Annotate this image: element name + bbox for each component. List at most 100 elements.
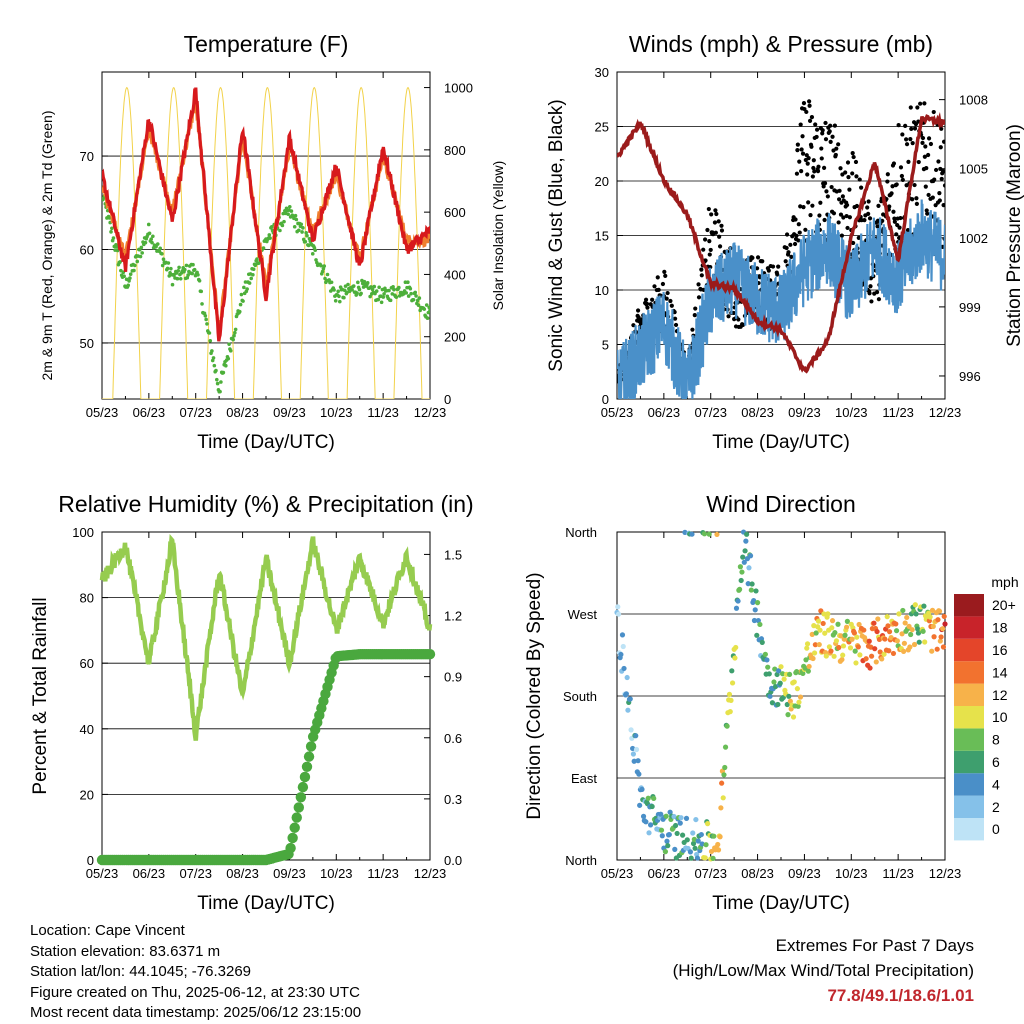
direction-point	[623, 691, 629, 697]
dewpoint-point	[428, 308, 430, 313]
direction-point	[915, 626, 921, 632]
direction-point	[677, 820, 683, 826]
direction-point	[722, 744, 729, 750]
dewpoint-point	[170, 282, 175, 287]
dewpoint-point	[147, 231, 152, 236]
gust-point	[898, 215, 903, 221]
direction-point	[820, 620, 826, 627]
dewpoint-point	[294, 217, 299, 222]
gust-point	[719, 223, 724, 228]
direction-point	[715, 841, 721, 848]
direction-point	[822, 630, 828, 636]
dewpoint-point	[184, 263, 189, 268]
gust-point	[916, 159, 921, 165]
gust-point	[844, 202, 850, 208]
dewpoint-point	[242, 285, 246, 290]
gust-point	[898, 165, 904, 170]
dewpoint-point	[186, 273, 190, 277]
dewpoint-point	[336, 289, 340, 294]
direction-point	[936, 608, 943, 614]
direction-point	[698, 831, 704, 838]
precip-point	[287, 832, 298, 844]
direction-point	[778, 664, 784, 670]
dewpoint-point	[374, 289, 379, 293]
dewpoint-point	[161, 257, 166, 262]
gust-point	[655, 275, 660, 280]
direction-point	[701, 531, 708, 537]
colorbar-label: 10	[992, 709, 1008, 725]
gust-point	[830, 134, 835, 139]
colorbar-swatch	[954, 661, 984, 684]
direction-point	[694, 855, 701, 861]
gust-point	[931, 109, 936, 115]
direction-point	[752, 607, 758, 613]
gust-point	[836, 142, 841, 147]
direction-point	[779, 671, 786, 677]
direction-point	[754, 600, 761, 606]
gust-point	[926, 152, 931, 158]
dewpoint-point	[267, 233, 272, 237]
direction-point	[659, 833, 665, 839]
dewpoint-point	[369, 285, 373, 289]
dewpoint-point	[107, 216, 112, 220]
direction-point	[911, 641, 918, 648]
solar-insolation-line	[102, 86, 430, 399]
wind-ytick-label: 15	[595, 229, 609, 244]
direction-point	[844, 618, 850, 624]
direction-point	[844, 624, 850, 630]
gust-point	[803, 227, 808, 232]
dir-ylabel-left: Direction (Colored By Speed)	[524, 572, 545, 819]
hum-xtick-label: 08/23	[226, 866, 259, 881]
dewpoint-point	[231, 337, 235, 342]
gust-point	[807, 99, 812, 104]
gust-point	[853, 159, 859, 165]
direction-point	[927, 614, 933, 620]
colorbar-label: 20+	[992, 597, 1016, 613]
direction-point	[777, 680, 783, 686]
gust-point	[885, 172, 890, 177]
dewpoint-point	[238, 302, 243, 307]
gust-point	[663, 273, 668, 278]
colorbar-label: 0	[992, 821, 1000, 837]
gust-point	[892, 216, 897, 221]
dewpoint-point	[417, 296, 422, 300]
direction-point	[920, 628, 926, 634]
station-pressure-line	[617, 112, 945, 374]
dewpoint-point	[218, 389, 222, 394]
dewpoint-point	[414, 294, 418, 298]
gust-point	[809, 144, 814, 149]
direction-point	[663, 813, 669, 819]
gust-point	[832, 123, 837, 128]
temp-xtick-label: 06/23	[133, 405, 166, 420]
dewpoint-point	[427, 305, 430, 310]
direction-point	[708, 848, 715, 855]
gust-point	[828, 139, 833, 144]
dewpoint-point	[357, 287, 362, 292]
dir-xtick-label: 07/23	[694, 866, 727, 881]
gust-point	[699, 267, 704, 272]
direction-point	[747, 553, 754, 559]
dewpoint-point	[342, 295, 346, 300]
dewpoint-point	[214, 368, 218, 373]
direction-point	[832, 630, 838, 636]
gust-point	[811, 165, 816, 171]
direction-point	[893, 621, 899, 627]
gust-point	[859, 185, 864, 190]
dewpoint-point	[200, 302, 204, 306]
gust-point	[755, 266, 760, 271]
dewpoint-point	[110, 226, 114, 231]
direction-point	[805, 668, 811, 674]
gust-point	[912, 182, 917, 188]
direction-point	[868, 653, 875, 659]
direction-point	[658, 811, 664, 817]
temp-y2tick-label: 600	[444, 205, 466, 220]
dewpoint-point	[122, 274, 126, 279]
direction-point	[615, 611, 622, 617]
direction-point	[835, 621, 841, 627]
direction-point	[751, 597, 757, 604]
direction-point	[759, 639, 765, 645]
direction-point	[890, 650, 897, 657]
dewpoint-point	[362, 279, 367, 284]
direction-point	[621, 665, 627, 672]
colorbar-swatch	[954, 616, 984, 639]
